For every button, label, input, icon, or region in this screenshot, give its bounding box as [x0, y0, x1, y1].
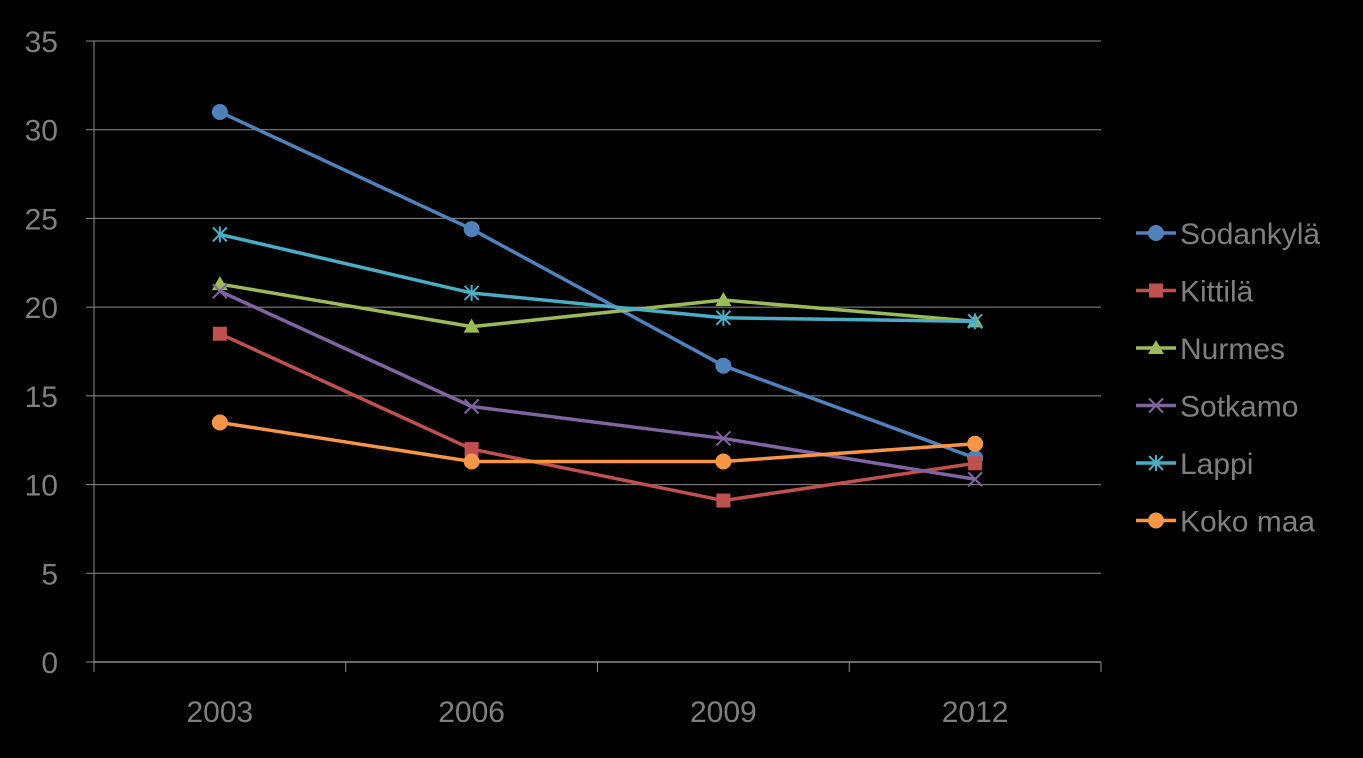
series-line [219, 420, 976, 464]
data-point [716, 493, 731, 508]
data-point [967, 313, 983, 330]
gridlines [94, 40, 1101, 574]
legend-marker [1148, 225, 1164, 241]
data-point [463, 284, 480, 301]
data-point [968, 456, 983, 471]
data-point [212, 226, 228, 243]
series-5 [211, 414, 984, 470]
x-tick-label: 2012 [942, 696, 1009, 729]
data-point [212, 326, 227, 341]
data-point [715, 309, 732, 326]
y-tick-label: 15 [25, 381, 58, 414]
series-line [219, 289, 976, 481]
data-point [715, 357, 732, 374]
legend-item: Nurmes [1136, 333, 1285, 366]
data-point [211, 276, 228, 291]
y-axis-tick-labels: 0 5 10 15 20 25 30 35 [25, 26, 58, 680]
legend-item: Sotkamo [1136, 391, 1298, 424]
y-tick-label: 20 [25, 292, 58, 325]
series-line [219, 332, 976, 503]
data-point [715, 453, 732, 470]
legend-marker [1148, 340, 1164, 354]
x-tick-label: 2006 [438, 696, 505, 729]
data-point [967, 435, 984, 452]
legend-label: Nurmes [1180, 333, 1285, 366]
data-point [463, 453, 480, 470]
data-point [211, 103, 228, 120]
legend-label: Lappi [1180, 448, 1253, 481]
legend-marker [1149, 283, 1163, 298]
y-tick-label: 0 [41, 647, 58, 680]
data-point [715, 292, 732, 307]
data-point [464, 442, 479, 457]
legend-label: Kittilä [1180, 276, 1254, 309]
y-tick-label: 10 [25, 470, 58, 503]
legend-label: Sodankylä [1180, 218, 1320, 251]
legend-marker [1148, 512, 1164, 529]
legend-label: Koko maa [1180, 506, 1315, 539]
y-tick-label: 5 [41, 558, 58, 591]
y-tick-label: 30 [25, 115, 58, 148]
data-point [715, 430, 732, 447]
x-tick-label: 2009 [690, 696, 757, 729]
data-point [967, 471, 983, 487]
series-line [219, 110, 976, 460]
legend-item: Kittilä [1136, 276, 1254, 309]
y-tick-label: 35 [25, 26, 58, 59]
data-point [211, 414, 228, 431]
data-point [463, 221, 480, 238]
data-point [463, 398, 480, 415]
series-4 [212, 226, 983, 330]
legend-marker [1148, 455, 1164, 471]
series-0 [211, 103, 984, 466]
series-line [219, 232, 976, 324]
legend: Sodankylä Kittilä Nurmes Sotkamo Lappi Koko m… [1136, 218, 1320, 539]
data-point [212, 283, 228, 299]
series-lines [211, 103, 984, 508]
axes [86, 40, 1102, 672]
legend-item: Sodankylä [1136, 218, 1320, 251]
legend-label: Sotkamo [1180, 391, 1298, 424]
series-line [219, 282, 976, 329]
x-axis-tick-labels: 2003 2006 2009 2012 [187, 696, 1009, 729]
x-tick-label: 2003 [187, 696, 254, 729]
legend-marker [1148, 397, 1164, 414]
legend-item: Lappi [1136, 448, 1253, 481]
y-tick-label: 25 [25, 203, 58, 236]
data-point [463, 318, 480, 333]
series-1 [212, 326, 983, 508]
legend-item: Koko maa [1136, 506, 1315, 539]
series-3 [212, 283, 983, 487]
